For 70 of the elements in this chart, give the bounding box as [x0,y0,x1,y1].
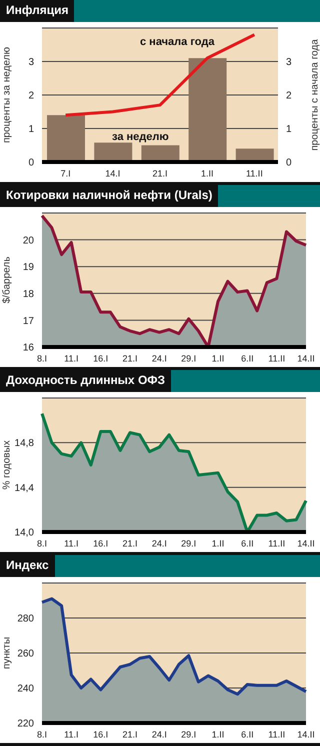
bar [94,142,132,162]
x-tick-label: 21.I [152,168,168,178]
x-tick-label: 8.I [36,729,48,740]
y-tick-label: 240 [17,684,34,695]
y-axis-title: % годовых [2,440,13,490]
y-tick-label: 280 [17,614,34,625]
chart-title: Котировки наличной нефти (Urals) [0,185,218,207]
y-axis-title: пункты [2,636,13,670]
x-tick-label: 7.I [60,168,71,178]
x-tick-label: 6.II [241,729,254,740]
y-tick-label: 1 [28,124,34,136]
x-tick-label: 21.I [122,538,138,548]
x-tick-label: 29.I [181,729,196,740]
x-tick-label: 14.I [105,168,120,178]
series-label: за неделю [112,131,169,143]
x-tick-label: 11.II [246,168,263,178]
x-tick-label: 21.I [122,729,138,740]
x-tick-label: 24.I [152,538,167,548]
y-tick-label: 14,8 [14,438,34,450]
x-tick-label: 24.I [152,729,167,740]
x-tick-label: 11.I [64,538,79,548]
x-tick-label: 11.II [268,353,286,364]
y-tick-label: 19 [22,262,34,274]
y2-tick-label: 1 [286,124,292,136]
x-tick-label: 16.I [93,729,108,740]
x-tick-label: 11.I [64,729,79,740]
x-tick-label: 8.I [36,538,48,548]
y-tick-label: 14,0 [14,528,34,539]
x-tick-label: 11.II [268,729,286,740]
series-label: с начала года [140,36,214,48]
chart-title: Доходность длинных ОФЗ [0,370,172,392]
y-tick-label: 0 [28,158,34,169]
y-tick-label: 220 [17,718,34,730]
x-tick-label: 11.I [64,353,79,364]
x-tick-label: 1.II [200,168,214,178]
y-tick-label: 3 [28,57,34,68]
x-tick-label: 1.II [212,729,224,740]
x-tick-label: 29.I [181,353,196,364]
bar [188,58,227,162]
x-tick-label: 29.I [181,538,196,548]
y-tick-label: 260 [17,648,34,660]
x-tick-label: 14.II [297,353,315,364]
y-axis-title: $/баррель [2,256,13,304]
x-tick-label: 16.I [93,538,108,548]
x-tick-label: 24.I [152,353,167,364]
y2-tick-label: 3 [286,57,292,68]
x-tick-label: 6.II [241,538,254,548]
y-tick-label: 16 [22,342,34,354]
bar [47,115,85,162]
y2-tick-label: 2 [286,90,292,102]
y-tick-label: 20 [22,235,34,246]
y-tick-label: 17 [22,316,34,327]
line-series [64,33,256,117]
x-tick-label: 1.II [212,353,224,364]
x-tick-label: 16.I [93,353,108,364]
x-tick-label: 8.I [36,353,48,364]
x-tick-label: 14.II [297,538,315,548]
y-tick-label: 18 [22,288,34,300]
y-tick-label: 2 [28,90,34,102]
x-tick-label: 14.II [297,729,315,740]
x-tick-label: 21.I [122,353,138,364]
y2-tick-label: 0 [286,158,292,169]
x-tick-label: 11.II [268,538,286,548]
x-tick-label: 1.II [212,538,224,548]
y2-axis-title: проценты с начала года [310,38,320,151]
chart-title: Индекс [0,555,55,577]
y-tick-label: 14,4 [14,482,34,494]
chart-title: Инфляция [0,0,74,22]
y-axis-title: проценты за неделю [2,46,13,143]
x-tick-label: 6.II [241,353,254,364]
